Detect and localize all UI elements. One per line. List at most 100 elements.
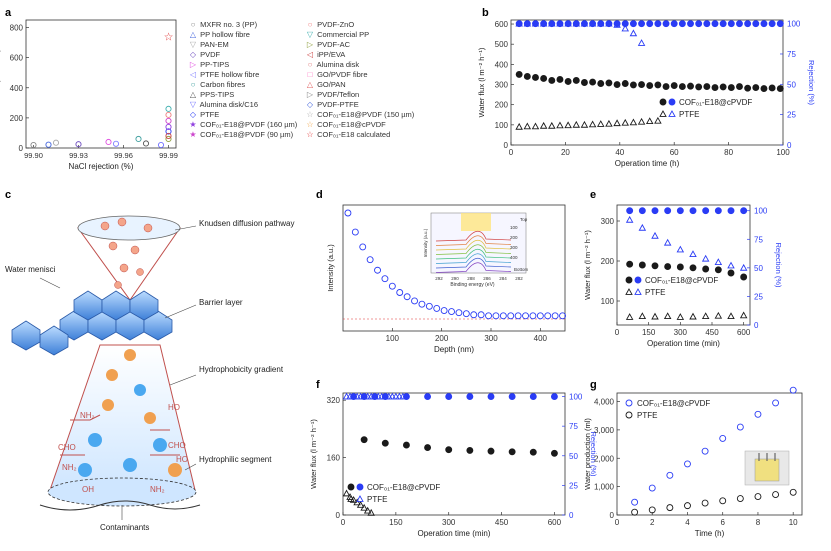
ptfe-rejection-point — [399, 392, 407, 400]
ptfe-flux-point — [596, 120, 605, 127]
legend-label: GO/PAN — [315, 80, 346, 89]
ptfe-rejection-point — [374, 392, 383, 400]
cof-rejection-point — [760, 20, 768, 28]
y2-tick-label: 50 — [569, 452, 578, 461]
legend-symbol-icon: ▷ — [306, 90, 314, 99]
legend-label: PAN-EM — [198, 40, 229, 49]
cof-flux-point — [702, 265, 710, 273]
cof-rejection-point — [508, 393, 516, 401]
depth-point — [388, 282, 396, 290]
legend-label: Commercial PP — [315, 30, 370, 39]
ptfe-flux-point — [564, 121, 572, 129]
ptfe-rejection-point — [580, 19, 589, 27]
ptfe-rejection-point — [353, 392, 361, 400]
cof-flux-point — [466, 446, 474, 454]
inset-spectrum — [435, 230, 512, 242]
cof-rejection-point — [662, 20, 670, 28]
legend-marker-ptfe — [347, 495, 355, 502]
ptfe-rejection-point — [531, 19, 540, 27]
legend-symbol-icon: ☆ — [306, 130, 314, 139]
cof-flux-point — [532, 74, 539, 81]
label-knudsen: Knudsen diffusion pathway — [199, 219, 294, 228]
y-axis-label: Water flux (l m⁻² h⁻¹) — [583, 230, 592, 300]
label-hydrophilic: Hydrophilic segment — [199, 455, 272, 464]
cof-flux-point — [695, 83, 703, 91]
inset-spectrum — [435, 235, 512, 246]
ptfe-production-point — [754, 493, 762, 501]
depth-point — [544, 312, 552, 320]
ptfe-rejection-point — [377, 392, 386, 400]
cof-rejection-point — [638, 207, 646, 215]
ptfe-flux-point — [727, 312, 735, 320]
data-point — [75, 141, 82, 148]
cof-flux-point — [360, 436, 368, 444]
ptfe-rejection-point — [548, 19, 556, 27]
cof-production-point — [666, 471, 674, 479]
cof-flux-point — [424, 444, 432, 451]
depth-point — [507, 312, 515, 320]
y2-tick-label: 0 — [787, 141, 792, 150]
y-tick-label: 600 — [10, 54, 24, 63]
depth-point — [396, 289, 404, 296]
cof-production-point — [772, 399, 780, 407]
legend-label-ptfe: PTFE — [637, 411, 657, 420]
cof-production-point — [648, 484, 656, 492]
cof-flux-point — [651, 262, 659, 270]
ptfe-rejection-point — [727, 261, 735, 269]
ptfe-production-point — [684, 502, 691, 510]
plot-frame — [25, 19, 177, 149]
cof-rejection-point — [664, 207, 672, 215]
x-tick-label: 100 — [386, 334, 400, 343]
label-knudsen-text: Knudsen diffusion pathway — [199, 219, 294, 228]
ptfe-rejection-point — [701, 254, 710, 262]
inset-highlight — [461, 213, 491, 231]
inset-x-tick: 284 — [499, 276, 507, 281]
data-point — [30, 141, 37, 149]
cof-flux-point — [744, 84, 752, 92]
legend-marker-cof-rej — [356, 483, 364, 491]
chart-f: 0 150 300 450 600 Operation time (min) 0 160 320… — [309, 393, 598, 538]
cof-rejection-point — [711, 20, 719, 28]
legend-label: PP hollow fibre — [198, 30, 250, 39]
cof-flux-point — [556, 76, 564, 83]
ptfe-rejection-point — [663, 238, 672, 246]
legend-symbol-icon: ◁ — [189, 70, 197, 79]
ptfe-production-point — [666, 504, 674, 512]
inset-depth-tick: 100 — [510, 225, 518, 230]
y-tick-label: 160 — [327, 454, 341, 463]
cof-flux-point — [670, 82, 678, 89]
ptfe-flux-point — [739, 311, 748, 319]
data-point — [52, 139, 60, 146]
ptfe-rejection-point — [539, 19, 548, 27]
y-tick-label: 1,000 — [594, 483, 615, 492]
cof-flux-point — [629, 81, 637, 89]
ptfe-flux-point — [523, 122, 532, 130]
plot-frame — [342, 204, 566, 332]
ptfe-rejection-point — [588, 19, 597, 27]
ptfe-rejection-point — [564, 19, 572, 27]
legend-label: Alumina disk/C16 — [198, 100, 259, 109]
cof-rejection-point — [629, 20, 637, 28]
ptfe-flux-point — [539, 121, 548, 129]
y-tick-label: 3,000 — [594, 426, 615, 435]
legend-symbol-icon: ★ — [189, 120, 197, 129]
cof-rejection-point — [626, 207, 634, 215]
plot-frame — [616, 392, 803, 516]
group-label: OH — [82, 485, 94, 494]
legend-symbol-icon: ☆ — [306, 110, 314, 119]
legend-entry: ◇ PVDF — [188, 50, 297, 60]
legend-symbol-icon: ◇ — [306, 100, 314, 109]
x-axis-label: NaCl rejection (%) — [69, 162, 134, 171]
ptfe-rejection-point — [342, 392, 351, 400]
x-tick-label: 300 — [484, 334, 498, 343]
plot-frame — [342, 392, 566, 516]
y2-tick-label: 100 — [569, 393, 583, 402]
legend-marker-cof — [659, 98, 667, 106]
cof-flux-point — [664, 263, 672, 271]
cof-flux-point — [523, 73, 531, 80]
cof-rejection-point — [727, 207, 735, 215]
x-tick-label: 100 — [776, 148, 790, 157]
ptfe-rejection-point — [370, 392, 379, 400]
data-point — [105, 138, 112, 146]
leader-lines — [39, 225, 197, 520]
